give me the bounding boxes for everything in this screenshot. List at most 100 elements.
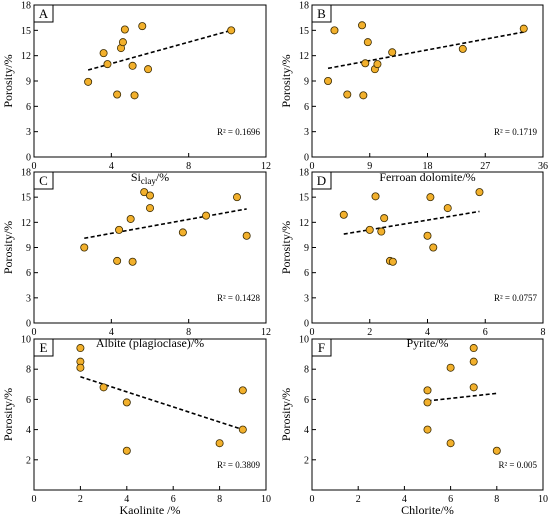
trend-line	[427, 392, 497, 402]
x-tick-label: 10	[538, 494, 548, 505]
panel-e: E 0 2 4 6 8 10 2 4 6 8 10 Kaolinite /% Porosity/% R² =…	[1, 335, 271, 517]
r-squared-label: R² = 0.005	[498, 460, 537, 470]
y-tick-label: 12	[21, 218, 31, 229]
x-tick-label: 0	[32, 161, 37, 172]
data-point	[388, 257, 397, 266]
x-tick-label: 0	[310, 327, 315, 338]
data-point	[103, 60, 112, 69]
data-point	[145, 191, 154, 200]
data-point	[469, 357, 478, 366]
panel-label: D	[317, 173, 326, 188]
y-tick-label: 3	[304, 127, 309, 138]
data-point	[519, 24, 528, 33]
data-point	[113, 256, 122, 265]
y-tick-label: 4	[26, 425, 31, 436]
panel-label: E	[40, 340, 48, 355]
panel-label-box	[33, 338, 54, 357]
y-tick-label: 3	[26, 127, 31, 138]
data-point	[423, 425, 432, 434]
y-tick-label: 18	[21, 168, 31, 179]
data-point	[377, 227, 386, 236]
data-point	[423, 231, 432, 240]
x-tick-label: 2	[78, 494, 83, 505]
data-point	[330, 26, 339, 35]
panel-label-box	[311, 338, 332, 357]
x-tick-label: 4	[109, 327, 114, 338]
trend-line	[87, 29, 232, 71]
x-axis-label-unit: /%	[156, 170, 169, 184]
data-point	[120, 25, 129, 34]
data-point	[361, 59, 370, 68]
data-point	[76, 344, 85, 353]
y-tick-label: 15	[299, 26, 309, 37]
y-tick-label: 3	[26, 293, 31, 304]
x-tick-label: 8	[186, 327, 191, 338]
data-point	[215, 439, 224, 448]
y-tick-label: 6	[304, 268, 309, 279]
x-tick-label: 6	[448, 494, 453, 505]
y-tick-label: 9	[26, 77, 31, 88]
data-point	[227, 26, 236, 35]
data-point	[373, 60, 382, 69]
x-tick-label: 8	[541, 327, 546, 338]
trend-line	[80, 375, 244, 431]
data-point	[128, 61, 137, 70]
x-axis-label: Albite (plagioclase)/%	[96, 336, 204, 350]
data-point	[371, 192, 380, 201]
y-tick-label: 15	[21, 193, 31, 204]
y-tick-label: 8	[26, 365, 31, 376]
x-axis-label: Pyrite/%	[407, 336, 449, 350]
r-squared-label: R² = 0.1719	[494, 127, 538, 137]
x-tick-label: 6	[171, 494, 176, 505]
data-point	[118, 38, 127, 47]
x-tick-label: 0	[32, 494, 37, 505]
panel-label-box	[33, 4, 54, 23]
trend-line	[343, 210, 480, 235]
trend-line	[84, 208, 247, 240]
x-tick-label: 10	[261, 494, 271, 505]
y-tick-label: 9	[26, 243, 31, 254]
y-tick-label: 9	[304, 77, 309, 88]
y-tick-label: 6	[304, 102, 309, 113]
x-tick-label: 4	[124, 494, 129, 505]
y-tick-label: 3	[304, 293, 309, 304]
panel-a: A 0 4 8 12 0 3 6 9 12 15 18 Siclay/% Porosity/% R² = 0…	[1, 1, 271, 187]
data-point	[492, 446, 501, 455]
panel-label: F	[318, 340, 325, 355]
panel-d: D 0 2 4 6 8 0 3 6 9 12 15 18 Pyrite/% Porosity/% R² = 0…	[279, 168, 546, 351]
data-point	[363, 38, 372, 47]
data-point	[475, 188, 484, 197]
data-point	[128, 257, 137, 266]
y-tick-label: 12	[21, 51, 31, 62]
y-tick-label: 18	[21, 1, 31, 12]
y-tick-label: 12	[299, 51, 309, 62]
x-axis-label: Kaolinite /%	[120, 503, 181, 517]
data-point	[423, 398, 432, 407]
x-tick-label: 0	[310, 161, 315, 172]
y-axis-label: Porosity/%	[1, 221, 15, 274]
data-point	[178, 228, 187, 237]
x-tick-label: 2	[356, 494, 361, 505]
panel-label: A	[39, 6, 49, 21]
x-tick-label: 12	[261, 327, 271, 338]
data-point	[365, 225, 374, 234]
x-tick-label: 36	[538, 161, 548, 172]
trend-line	[327, 31, 524, 70]
data-point	[343, 90, 352, 99]
data-point	[423, 386, 432, 395]
panel-label: B	[317, 6, 326, 21]
data-point	[458, 44, 467, 53]
data-point	[138, 22, 147, 31]
y-tick-label: 15	[299, 193, 309, 204]
y-tick-label: 0	[304, 153, 309, 164]
panel-label-box	[311, 171, 332, 190]
panel-label: C	[39, 173, 48, 188]
data-point	[469, 344, 478, 353]
x-tick-label: 27	[480, 161, 490, 172]
y-tick-label: 2	[304, 455, 309, 466]
x-tick-label: 4	[402, 494, 407, 505]
data-point	[99, 49, 108, 58]
x-axis-label: Siclay/%	[131, 170, 169, 186]
